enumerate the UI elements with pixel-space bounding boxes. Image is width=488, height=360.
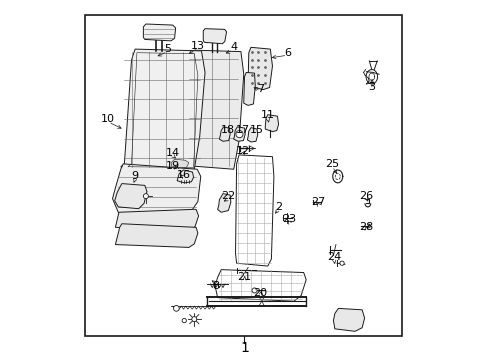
Polygon shape (203, 29, 226, 44)
Text: 14: 14 (165, 148, 180, 158)
Polygon shape (112, 164, 201, 212)
Polygon shape (187, 50, 244, 169)
Polygon shape (265, 115, 278, 132)
Polygon shape (171, 159, 188, 167)
Text: 10: 10 (101, 114, 115, 124)
Text: 11: 11 (260, 111, 274, 121)
Polygon shape (244, 72, 255, 105)
Polygon shape (215, 270, 305, 301)
Text: 12: 12 (235, 146, 249, 156)
Polygon shape (217, 194, 230, 212)
Text: 2: 2 (274, 202, 282, 212)
Text: 21: 21 (237, 272, 251, 282)
Text: 1: 1 (240, 341, 248, 355)
Text: 18: 18 (221, 125, 235, 135)
Polygon shape (235, 155, 273, 266)
Circle shape (182, 319, 186, 323)
Text: 15: 15 (249, 125, 264, 135)
Circle shape (339, 261, 344, 265)
Bar (85, 15, 402, 336)
Text: 17: 17 (235, 125, 249, 135)
Text: 25: 25 (325, 159, 339, 169)
Text: 26: 26 (359, 191, 373, 201)
Text: 23: 23 (282, 215, 296, 224)
Text: 4: 4 (230, 42, 237, 52)
Polygon shape (177, 170, 193, 183)
Polygon shape (233, 127, 244, 141)
Polygon shape (247, 47, 272, 90)
Circle shape (235, 131, 243, 138)
Text: 28: 28 (359, 222, 373, 231)
Polygon shape (115, 205, 198, 231)
Text: 19: 19 (165, 161, 180, 171)
Text: 7: 7 (257, 84, 264, 94)
Polygon shape (247, 128, 257, 142)
Text: 3: 3 (367, 82, 374, 92)
Polygon shape (143, 24, 175, 41)
Text: 27: 27 (310, 197, 325, 207)
Polygon shape (333, 309, 364, 331)
Text: 16: 16 (176, 170, 190, 180)
Text: 6: 6 (284, 48, 290, 58)
Polygon shape (115, 224, 198, 247)
Text: 5: 5 (163, 44, 170, 54)
Circle shape (143, 194, 148, 199)
Circle shape (191, 317, 196, 321)
Text: 24: 24 (326, 252, 341, 262)
Text: 20: 20 (253, 288, 267, 298)
Text: 8: 8 (212, 281, 219, 291)
Circle shape (251, 288, 257, 293)
Polygon shape (115, 184, 147, 209)
Text: 9: 9 (131, 171, 139, 181)
Text: 22: 22 (221, 191, 235, 201)
Circle shape (173, 306, 179, 311)
Text: 13: 13 (190, 41, 204, 50)
Polygon shape (121, 49, 204, 169)
Polygon shape (219, 127, 230, 141)
